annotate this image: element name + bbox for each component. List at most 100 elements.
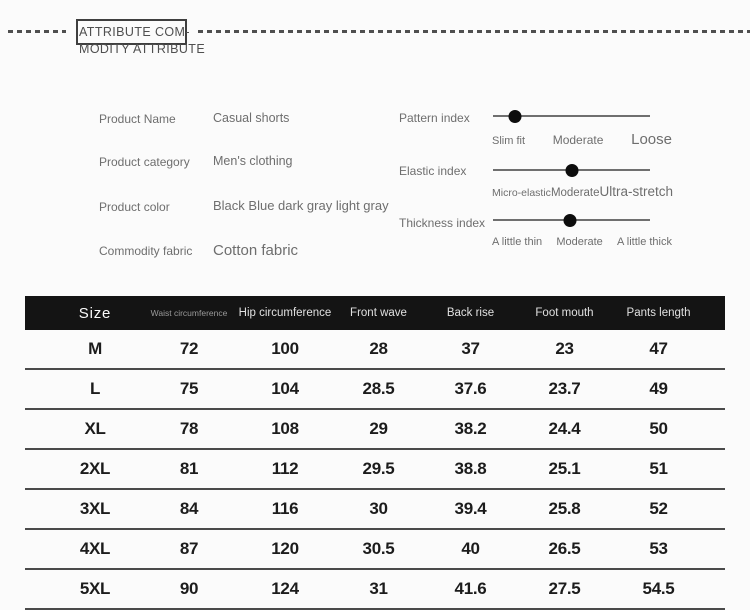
table-cell: 28 xyxy=(369,339,388,358)
table-row: M 72 100 28 37 23 47 xyxy=(25,330,725,370)
table-cell: 100 xyxy=(271,339,299,358)
right-dashed-rule xyxy=(198,30,750,33)
tick-label: A little thick xyxy=(616,236,672,248)
size-cell: 5XL xyxy=(79,579,111,598)
table-cell: 49 xyxy=(649,379,668,398)
table-cell: 23 xyxy=(555,339,574,358)
table-cell: 30 xyxy=(369,499,388,518)
table-cell: 75 xyxy=(179,379,199,398)
table-cell: 29 xyxy=(369,419,388,438)
left-dashed-rule xyxy=(8,30,66,33)
col-header-pants-length: Pants length xyxy=(626,307,691,319)
table-cell: 78 xyxy=(179,419,199,438)
section-title-line1: ATTRIBUTE COM- xyxy=(79,25,190,39)
table-cell: 112 xyxy=(271,459,299,478)
table-cell: 37 xyxy=(461,339,480,358)
table-cell: 52 xyxy=(649,499,668,518)
attr-value-commodity-fabric: Cotton fabric xyxy=(213,242,299,259)
elastic-index-label: Elastic index xyxy=(399,164,467,178)
table-cell: 47 xyxy=(649,339,668,358)
table-cell: 39.4 xyxy=(454,499,487,518)
table-cell: 38.8 xyxy=(454,459,487,478)
table-cell: 26.5 xyxy=(548,539,581,558)
thickness-index-ticks: A little thin Moderate A little thick xyxy=(492,236,672,248)
table-row: 2XL 81 112 29.5 38.8 25.1 51 xyxy=(25,450,725,490)
table-cell: 23.7 xyxy=(548,379,581,398)
col-header-hip-circumference: Hip circumference xyxy=(238,307,332,319)
size-cell: 3XL xyxy=(79,499,111,518)
table-cell: 53 xyxy=(649,539,668,558)
table-cell: 40 xyxy=(461,539,480,558)
col-header-waist-circumference: Waist circumference xyxy=(150,308,228,318)
table-cell: 51 xyxy=(649,459,668,478)
table-row: 5XL 90 124 31 41.6 27.5 54.5 xyxy=(25,570,725,610)
table-cell: 84 xyxy=(179,499,199,518)
table-cell: 104 xyxy=(271,379,299,398)
tick-label: Moderate xyxy=(550,187,600,199)
tick-label: Slim fit xyxy=(492,135,525,147)
size-cell: L xyxy=(89,379,101,398)
tick-label: Ultra-stretch xyxy=(599,184,674,199)
table-cell: 27.5 xyxy=(548,579,581,598)
table-row: XL 78 108 29 38.2 24.4 50 xyxy=(25,410,725,450)
size-cell: M xyxy=(88,339,102,358)
pattern-index-slider-track[interactable] xyxy=(493,109,650,123)
size-cell: XL xyxy=(84,419,106,438)
thickness-index-label: Thickness index xyxy=(399,216,486,230)
elastic-index-slider-track[interactable] xyxy=(493,163,650,177)
col-header-size: Size xyxy=(78,304,112,322)
tick-label: Loose xyxy=(631,131,672,148)
col-header-front-wave: Front wave xyxy=(350,307,407,319)
size-cell: 4XL xyxy=(79,539,111,558)
table-row: 3XL 84 116 30 39.4 25.8 52 xyxy=(25,490,725,530)
table-cell: 29.5 xyxy=(362,459,395,478)
thickness-index-slider-thumb[interactable] xyxy=(563,213,577,227)
table-header-row: Size Waist circumference Hip circumferen… xyxy=(25,296,725,330)
table-row: 4XL 87 120 30.5 40 26.5 53 xyxy=(25,530,725,570)
table-cell: 41.6 xyxy=(454,579,487,598)
attr-label-product-color: Product color xyxy=(99,200,170,214)
attr-label-product-category: Product category xyxy=(99,155,190,169)
pattern-index-ticks: Slim fit Moderate Loose xyxy=(492,131,672,148)
table-cell: 50 xyxy=(649,419,668,438)
attr-label-commodity-fabric: Commodity fabric xyxy=(99,244,193,258)
section-title-line2: MODITY ATTRIBUTE xyxy=(79,42,206,56)
table-cell: 24.4 xyxy=(548,419,581,438)
attr-value-product-category: Men's clothing xyxy=(213,154,293,168)
elastic-index-slider-thumb[interactable] xyxy=(565,163,578,177)
section-title-box xyxy=(76,19,187,45)
table-cell: 25.1 xyxy=(548,459,581,478)
col-header-foot-mouth: Foot mouth xyxy=(535,307,594,319)
tick-label: Moderate xyxy=(552,133,604,147)
elastic-index-ticks: Micro-elastic Moderate Ultra-stretch xyxy=(492,184,674,199)
table-cell: 37.6 xyxy=(454,379,487,398)
pattern-index-slider-thumb[interactable] xyxy=(508,109,522,123)
size-chart-table: Size Waist circumference Hip circumferen… xyxy=(25,296,725,610)
table-cell: 54.5 xyxy=(642,579,675,598)
table-cell: 124 xyxy=(271,579,299,598)
tick-label: Moderate xyxy=(556,236,603,248)
table-cell: 81 xyxy=(179,459,199,478)
table-cell: 30.5 xyxy=(362,539,395,558)
attr-value-product-name: Casual shorts xyxy=(213,111,290,125)
table-cell: 28.5 xyxy=(362,379,395,398)
tick-label: Micro-elastic xyxy=(492,187,551,199)
size-cell: 2XL xyxy=(79,459,111,478)
tick-label: A little thin xyxy=(492,236,543,248)
table-cell: 120 xyxy=(271,539,299,558)
table-cell: 116 xyxy=(271,499,299,518)
attr-value-product-color: Black Blue dark gray light gray xyxy=(213,198,389,213)
table-cell: 90 xyxy=(179,579,199,598)
col-header-back-rise: Back rise xyxy=(446,307,495,319)
table-cell: 87 xyxy=(179,539,199,558)
thickness-index-slider-track[interactable] xyxy=(493,213,650,227)
attr-label-product-name: Product Name xyxy=(99,112,176,126)
table-row: L 75 104 28.5 37.6 23.7 49 xyxy=(25,370,725,410)
table-cell: 38.2 xyxy=(454,419,487,438)
table-cell: 108 xyxy=(271,419,299,438)
pattern-index-label: Pattern index xyxy=(399,111,470,125)
table-cell: 25.8 xyxy=(548,499,581,518)
table-cell: 31 xyxy=(369,579,388,598)
table-cell: 72 xyxy=(179,339,199,358)
